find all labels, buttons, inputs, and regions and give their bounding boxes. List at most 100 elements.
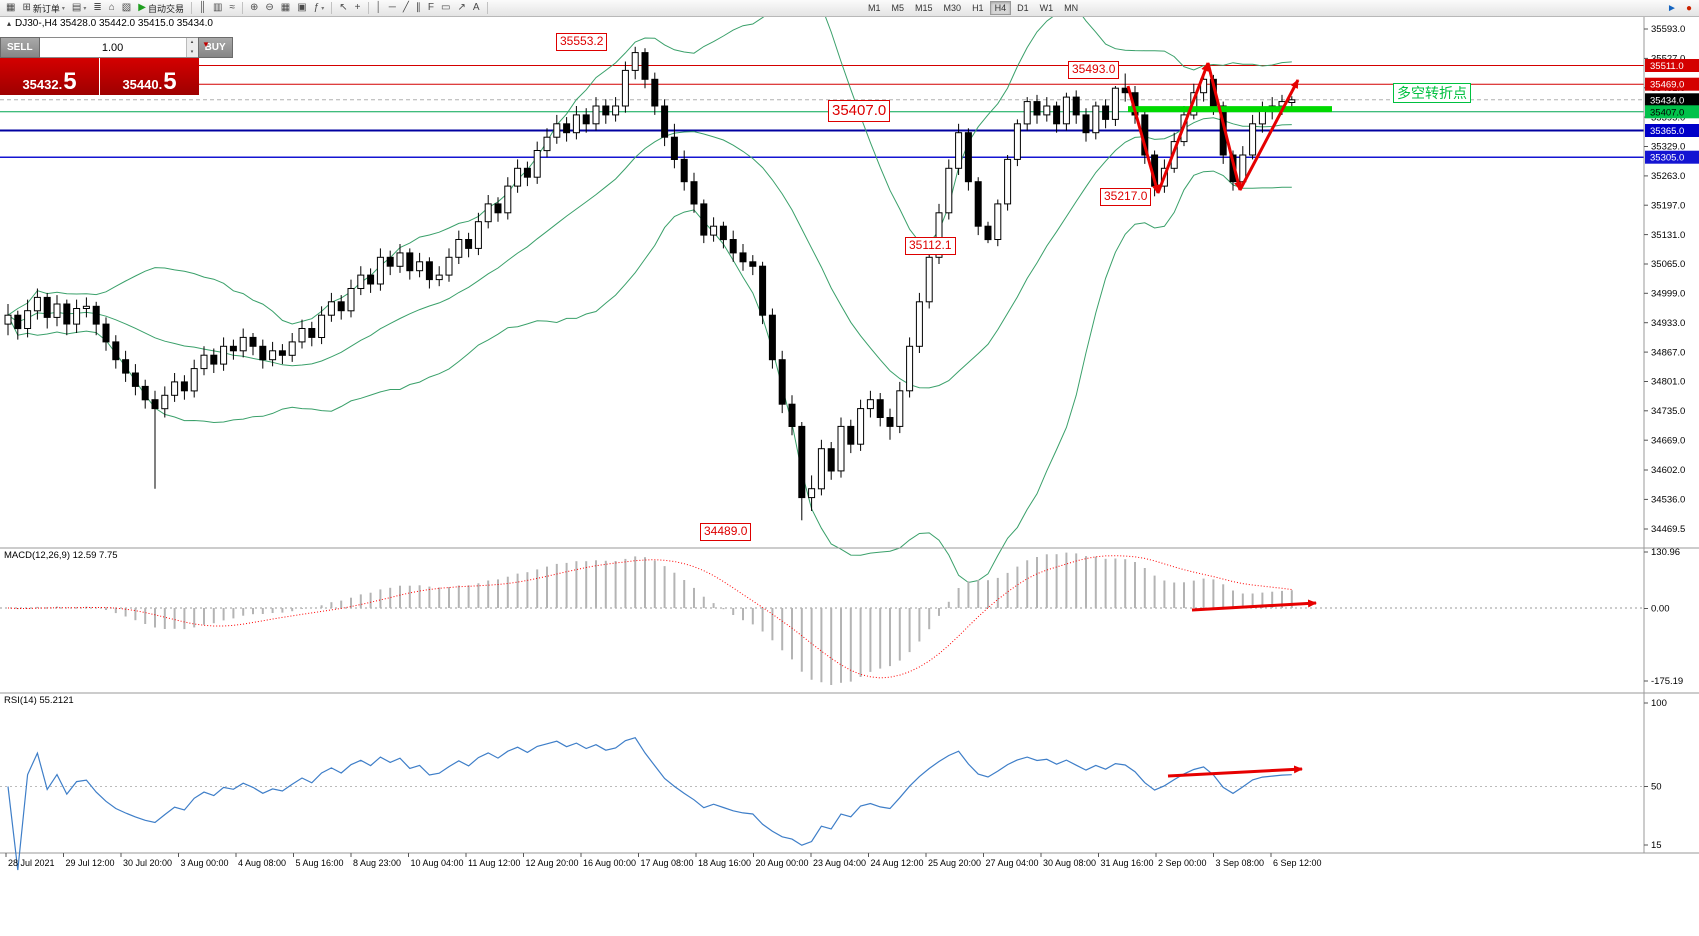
- annotation-35217.0[interactable]: 35217.0: [1100, 188, 1152, 206]
- rsi-axis-label: 15: [1651, 840, 1662, 851]
- line-chart-icon[interactable]: ≈: [227, 1, 239, 16]
- timeframe-m15[interactable]: M15: [910, 1, 938, 15]
- candle-body: [710, 225, 718, 236]
- text-icon[interactable]: A: [470, 1, 483, 16]
- timeframe-mn[interactable]: MN: [1059, 1, 1083, 15]
- candle-body: [631, 52, 639, 71]
- tile-windows-icon[interactable]: ▦: [278, 1, 293, 16]
- price-axis-label: 34469.5: [1651, 524, 1685, 535]
- annotation-35407.0[interactable]: 35407.0: [828, 100, 891, 122]
- buy-price[interactable]: 35440. 5: [100, 58, 199, 95]
- shapes-icon[interactable]: ▭: [438, 1, 453, 16]
- volume-spinner: ▴ ▾: [185, 38, 198, 57]
- macd-signal-line: [7, 555, 1292, 679]
- sell-button[interactable]: SELL: [0, 37, 40, 58]
- candle-body: [866, 399, 874, 410]
- candle-body: [63, 303, 71, 325]
- indicators-icon[interactable]: ƒ ▾: [311, 1, 328, 16]
- price-axis-label: 34999.0: [1651, 289, 1685, 300]
- record-icon[interactable]: ●: [1683, 1, 1695, 16]
- cursor-icon[interactable]: ↖: [336, 1, 350, 16]
- new-order-button-glyph: ⊞: [22, 2, 31, 13]
- macd-axis-label: 130.96: [1651, 547, 1680, 558]
- price-axis-label: 35593.0: [1651, 24, 1685, 35]
- candle-body: [259, 345, 267, 361]
- red-trend-arrow[interactable]: [1238, 79, 1300, 191]
- timeframe-m5[interactable]: M5: [887, 1, 910, 15]
- red-trend-arrow[interactable]: [1156, 62, 1210, 194]
- terminal-icon[interactable]: ▧: [119, 1, 134, 16]
- price-badge-text: 35305.0: [1650, 153, 1684, 164]
- new-order-button[interactable]: ⊞ 新订单 ▾: [19, 1, 67, 16]
- timeframe-h4[interactable]: H4: [989, 1, 1012, 15]
- red-trend-arrow[interactable]: [1206, 62, 1242, 191]
- chart-icon: ▴: [7, 19, 12, 28]
- red-trend-arrow[interactable]: [1167, 765, 1303, 778]
- price-axis[interactable]: 35593.035527.035461.035395.035329.035263…: [1644, 24, 1699, 535]
- chart-scroll-icon[interactable]: ►: [1664, 1, 1680, 16]
- volume-up-button[interactable]: ▴: [186, 38, 198, 48]
- zoom-out-icon[interactable]: ⊖: [262, 1, 276, 16]
- time-axis[interactable]: 28 Jul 2021 29 Jul 12:00 30 Jul 20:00 3 Aug…: [5, 853, 1322, 868]
- candle-body: [1013, 123, 1021, 160]
- candle-body: [210, 354, 218, 365]
- annotation-34489.0[interactable]: 34489.0: [700, 523, 752, 541]
- equidistant-channel-icon-glyph: ∥: [415, 2, 421, 13]
- rsi-panel: 100 50 15: [0, 698, 1667, 871]
- sell-price[interactable]: 35432. 5: [0, 58, 99, 95]
- autotrading-button[interactable]: ▶ 自动交易: [135, 1, 187, 16]
- buy-button[interactable]: BUY: [197, 37, 233, 58]
- equidistant-channel-icon[interactable]: ∥: [413, 1, 424, 16]
- timeframe-d1[interactable]: D1: [1012, 1, 1034, 15]
- crosshair-icon[interactable]: +: [352, 1, 364, 16]
- new-chart-icon[interactable]: ▦: [3, 1, 18, 16]
- candle-body: [229, 345, 237, 352]
- candle-body: [906, 345, 914, 392]
- annotation-多空转折点[interactable]: 多空转折点: [1393, 83, 1471, 104]
- volume-input[interactable]: [39, 38, 186, 57]
- arrow-object-icon[interactable]: ↗: [454, 1, 468, 16]
- timeframe-h1[interactable]: H1: [967, 1, 989, 15]
- horizontal-line-icon[interactable]: ─: [386, 1, 399, 16]
- candle-body: [514, 167, 522, 187]
- candle-body: [984, 225, 992, 241]
- profiles-icon[interactable]: ▤ ▾: [69, 1, 89, 16]
- trade-panel-dropdown-icon[interactable]: ▼: [202, 40, 210, 49]
- timeframe-toolbar: M1 M5 M15 M30 H1 H4 D1 W1 MN: [863, 1, 1083, 15]
- vertical-line-icon[interactable]: │: [373, 1, 385, 16]
- time-axis-label: 18 Aug 16:00: [698, 858, 751, 868]
- trade-prices-row: 35432. 5 35440. 5: [0, 58, 199, 95]
- timeframe-w1[interactable]: W1: [1035, 1, 1059, 15]
- price-badge-35365.0: [1645, 124, 1699, 137]
- candle-body: [1082, 114, 1090, 134]
- candlestick-chart-icon[interactable]: ▥: [210, 1, 225, 16]
- navigator-icon[interactable]: ⌂: [106, 1, 118, 16]
- trendline-icon[interactable]: ╱: [400, 1, 412, 16]
- red-trend-arrow[interactable]: [1191, 599, 1317, 612]
- candlestick-chart-icon-glyph: ▥: [213, 2, 223, 13]
- volume-down-button[interactable]: ▾: [186, 47, 198, 57]
- one-click-trading-panel: SELL ▴ ▾ BUY 35432. 5 35440. 5: [0, 37, 233, 95]
- fibonacci-icon[interactable]: F: [425, 1, 437, 16]
- auto-arrange-icon[interactable]: ▣: [294, 1, 309, 16]
- candle-body: [1053, 105, 1061, 125]
- red-trend-arrow[interactable]: [1126, 85, 1160, 194]
- candle-body: [53, 303, 61, 318]
- annotation-35553.2[interactable]: 35553.2: [556, 33, 608, 51]
- candle-body: [602, 105, 610, 116]
- candle-body: [484, 203, 492, 223]
- candlesticks: [4, 46, 1296, 521]
- timeframe-m1[interactable]: M1: [863, 1, 886, 15]
- arrow-object-icon-glyph: ↗: [457, 2, 466, 13]
- timeframe-m30[interactable]: M30: [939, 1, 967, 15]
- zoom-in-icon[interactable]: ⊕: [247, 1, 261, 16]
- candle-body: [798, 425, 806, 499]
- candle-body: [425, 261, 433, 281]
- candle-body: [739, 252, 747, 263]
- rsi-line: [7, 736, 1292, 871]
- annotation-35493.0[interactable]: 35493.0: [1068, 61, 1120, 79]
- candle-body: [1023, 101, 1031, 125]
- annotation-35112.1[interactable]: 35112.1: [905, 237, 956, 255]
- bars-chart-icon[interactable]: ║: [196, 1, 209, 16]
- market-watch-icon[interactable]: ≣: [90, 1, 104, 16]
